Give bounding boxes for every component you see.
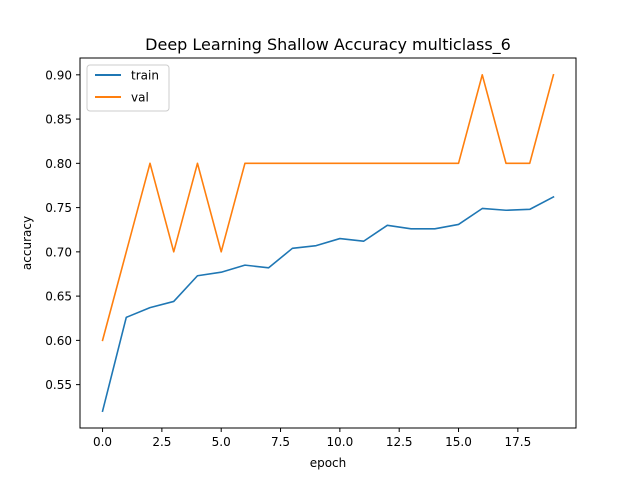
x-tick-label: 12.5 [386,435,413,449]
series-line-val [101,73,555,342]
x-tick-label: 5.0 [212,435,231,449]
x-tick-label: 15.0 [445,435,472,449]
y-tick-label: 0.80 [45,157,72,171]
y-axis-ticks: 0.55 0.60 0.65 0.70 0.75 0.80 0.85 0.90 [45,68,80,392]
legend-label-train: train [131,69,159,83]
y-tick-label: 0.75 [45,201,72,215]
legend-label-val: val [131,91,149,105]
y-tick-label: 0.60 [45,334,72,348]
x-tick-label: 10.0 [327,435,354,449]
x-tick-label: 17.5 [504,435,531,449]
plot-area [80,58,576,428]
axes-frame [79,57,577,429]
x-tick-label: 2.5 [152,435,171,449]
x-tick-label: 0.0 [93,435,112,449]
x-tick-label: 7.5 [271,435,290,449]
y-tick-label: 0.65 [45,290,72,304]
legend: train val [86,64,170,112]
series-layer [101,73,555,413]
y-axis-label: accuracy [20,216,34,270]
y-tick-label: 0.70 [45,245,72,259]
x-axis-ticks: 0.0 2.5 5.0 7.5 10.0 12.5 15.0 17.5 [93,428,531,449]
x-axis-label: epoch [310,456,347,470]
chart-title: Deep Learning Shallow Accuracy multiclas… [145,35,511,55]
y-tick-label: 0.90 [45,68,72,82]
legend-box [86,64,170,112]
y-tick-label: 0.55 [45,378,72,392]
y-tick-label: 0.85 [45,113,72,127]
series-line-train [101,195,555,413]
